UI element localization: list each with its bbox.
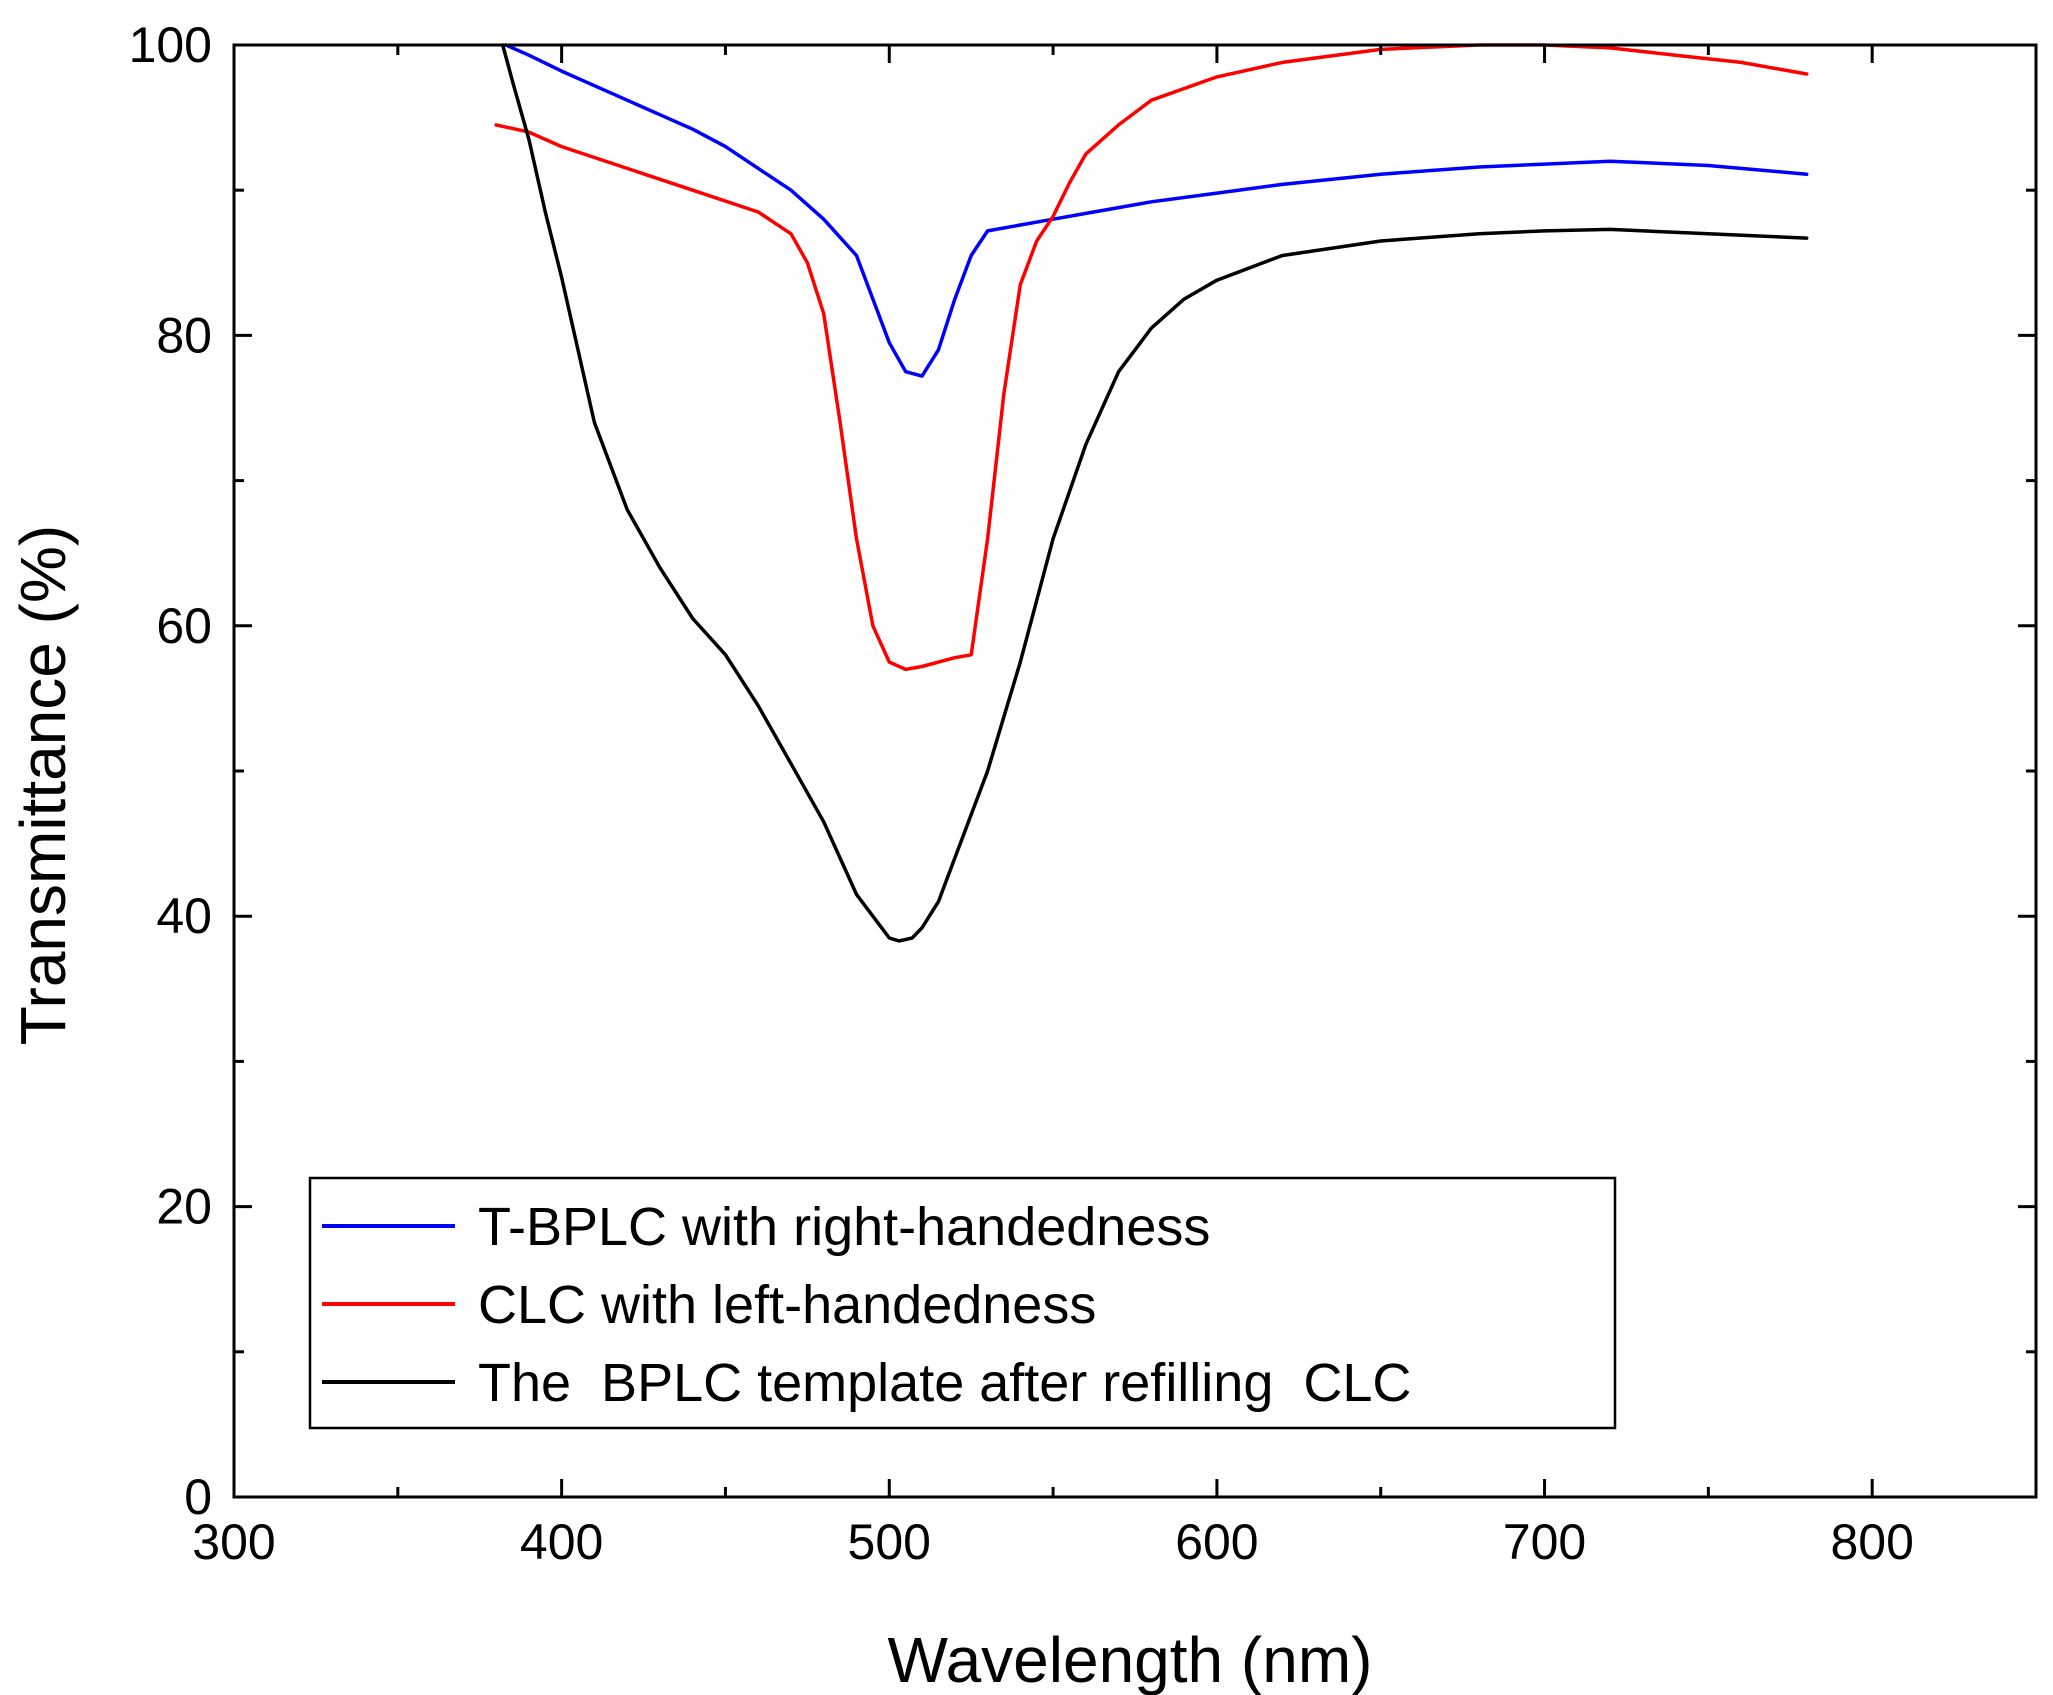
axes-layer: 300 400 500 600 700 800 0 20 40 60 80 100	[129, 17, 2038, 1570]
y-tick-label: 40	[156, 888, 212, 944]
series-layer	[494, 43, 1809, 943]
legend: T-BPLC with right-handedness CLC with lef…	[308, 1176, 1617, 1430]
legend-box	[308, 1176, 1617, 1430]
x-tick-label: 300	[192, 1514, 275, 1570]
y-tick-label: 80	[156, 307, 212, 363]
legend-label-2: The BPLC template after refilling CLC	[478, 1353, 1411, 1413]
x-tick-label: 400	[520, 1514, 603, 1570]
x-tick-label: 800	[1830, 1514, 1913, 1570]
x-tick-label: 700	[1503, 1514, 1586, 1570]
legend-label-1: CLC with left-handedness	[478, 1275, 1096, 1335]
series-line-0	[504, 43, 1809, 378]
series-line-1	[494, 43, 1809, 672]
y-tick-label: 0	[184, 1469, 212, 1525]
x-axis-title: Wavelength (nm)	[888, 1624, 1373, 1695]
y-axis-title: Transmittance (%)	[7, 525, 79, 1045]
y-tick-label: 60	[156, 598, 212, 654]
x-tick-label: 600	[1175, 1514, 1258, 1570]
legend-label-0: T-BPLC with right-handedness	[478, 1197, 1210, 1257]
y-tick-label: 100	[129, 17, 212, 73]
series-line-2	[500, 43, 1809, 943]
x-tick-label: 500	[848, 1514, 931, 1570]
y-tick-label: 20	[156, 1179, 212, 1235]
